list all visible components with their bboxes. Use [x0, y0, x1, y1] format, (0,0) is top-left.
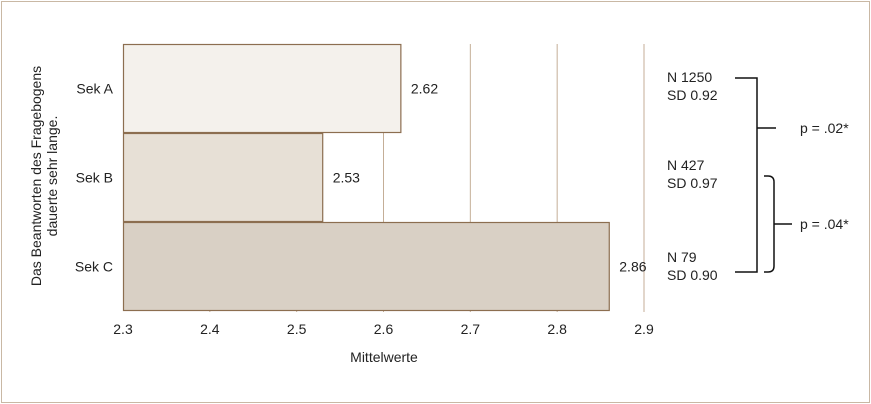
n-label-2: N 427 — [667, 157, 705, 173]
bracket-a-vs-c — [735, 77, 758, 273]
x-tick-label-2-6: 2.6 — [374, 321, 394, 337]
sd-label-2: SD 0.97 — [667, 175, 718, 191]
x-tick-label-2-4: 2.4 — [200, 321, 220, 337]
bracket-b-vs-c — [764, 175, 775, 273]
value-label-sek-a: 2.62 — [411, 81, 438, 97]
n-label-1: N 1250 — [667, 69, 712, 85]
bar-sek-b — [122, 132, 324, 223]
value-label-sek-c: 2.86 — [619, 259, 646, 275]
category-label-sek-a: Sek A — [76, 81, 113, 97]
p-value-b-vs-c: p = .04* — [800, 216, 849, 232]
value-label-sek-b: 2.53 — [333, 170, 360, 186]
p-value-a-vs-c: p = .02* — [800, 120, 849, 136]
category-label-sek-c: Sek C — [75, 259, 113, 275]
n-label-3: N 79 — [667, 249, 697, 265]
bar-sek-c — [122, 221, 610, 312]
bar-sek-a — [122, 43, 402, 134]
y-axis-title-line-2: dauerte sehr lange. — [44, 116, 60, 237]
x-axis-title: Mittelwerte — [350, 349, 418, 365]
category-labels: Sek A Sek B Sek C — [75, 81, 114, 275]
y-axis-title-line-1: Das Beantworten des Fragebogens — [28, 66, 44, 286]
category-label-sek-b: Sek B — [76, 170, 113, 186]
bars — [122, 43, 610, 312]
x-tick-label-2-3: 2.3 — [113, 321, 133, 337]
x-tick-label-2-5: 2.5 — [287, 321, 307, 337]
stats-annotations: N 1250 SD 0.92 N 427 SD 0.97 N 79 SD 0.90 — [667, 69, 718, 283]
x-tick-label-2-8: 2.8 — [547, 321, 567, 337]
value-labels: 2.62 2.53 2.86 — [333, 81, 647, 275]
x-axis: 2.3 2.4 2.5 2.6 2.7 2.8 2.9 — [113, 321, 654, 337]
x-tick-label-2-7: 2.7 — [461, 321, 481, 337]
significance-brackets: p = .02* p = .04* — [735, 77, 849, 273]
x-tick-label-2-9: 2.9 — [634, 321, 654, 337]
sd-label-3: SD 0.90 — [667, 267, 718, 283]
sd-label-1: SD 0.92 — [667, 87, 718, 103]
